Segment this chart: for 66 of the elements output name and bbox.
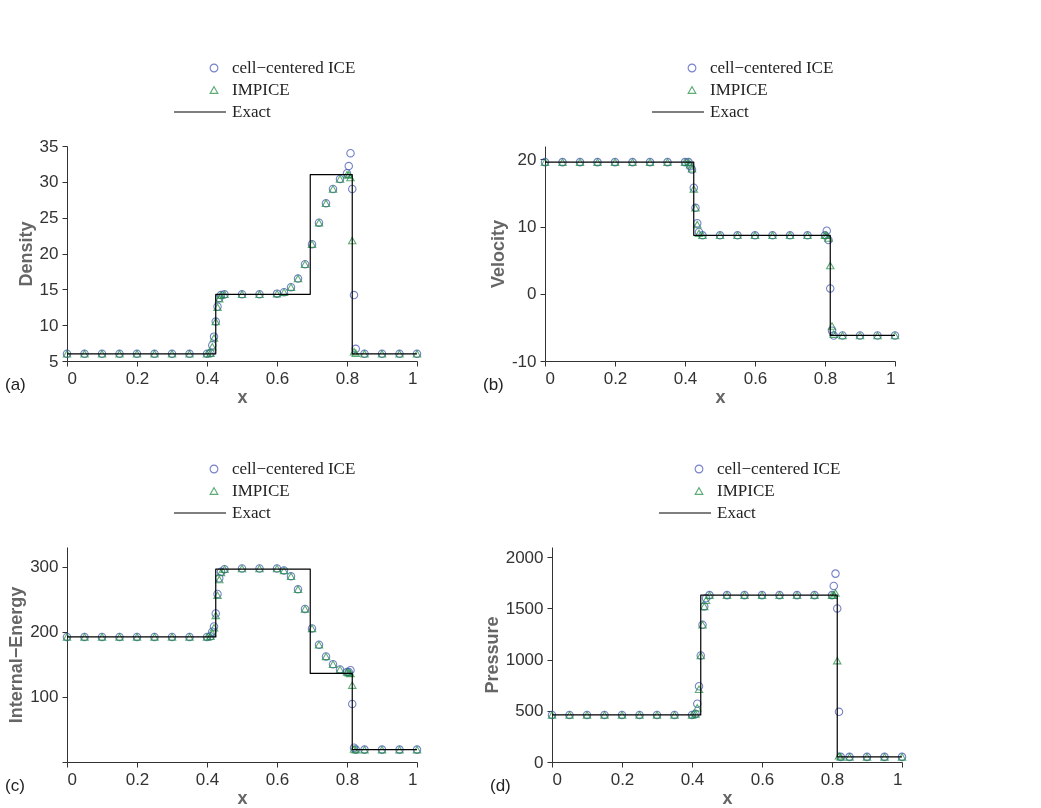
x-tick-label: 0 — [552, 769, 562, 789]
legend-label: cell−centered ICE — [232, 459, 356, 478]
legend-label: cell−centered ICE — [710, 58, 834, 77]
y-tick-label: 20 — [39, 244, 59, 263]
text: (c) — [5, 776, 25, 795]
y-tick-label: 0 — [534, 752, 544, 772]
x-tick-label: 0.8 — [820, 769, 845, 789]
x-tick-label: 0 — [67, 368, 77, 388]
y-axis-title: Internal−Energy — [6, 586, 27, 724]
legend-label: Exact — [717, 503, 756, 522]
x-tick-label: 1 — [886, 368, 896, 388]
y-tick-label: 5 — [49, 351, 59, 371]
y-tick-label: 30 — [39, 172, 59, 192]
x-tick-label: 0.6 — [743, 368, 768, 388]
x-tick-label: 0.8 — [335, 368, 360, 388]
y-axis-title: Density — [15, 221, 36, 287]
y-tick-label: 35 — [39, 136, 59, 156]
x-axis-title: x — [715, 386, 726, 407]
x-tick-label: 0.6 — [265, 769, 290, 789]
x-tick-label: 0.4 — [673, 368, 698, 388]
y-tick-label: 2000 — [505, 547, 544, 567]
text: (a) — [5, 375, 26, 394]
y-tick-label: 1500 — [505, 598, 544, 618]
y-tick-label: 200 — [30, 622, 59, 642]
y-tick-label: 100 — [30, 687, 59, 707]
y-tick-label: 20 — [517, 149, 537, 169]
x-tick-label: 0.2 — [603, 368, 628, 388]
x-tick-label: 1 — [893, 769, 903, 789]
x-tick-label: 0.2 — [610, 769, 635, 789]
legend-label: IMPICE — [232, 80, 290, 99]
x-axis-title: x — [722, 787, 733, 808]
y-tick-label: 1000 — [505, 650, 544, 670]
legend-label: cell−centered ICE — [232, 58, 356, 77]
legend-label: Exact — [232, 102, 271, 121]
y-tick-label: 10 — [517, 217, 537, 237]
legend-label: IMPICE — [710, 80, 768, 99]
x-axis-title: x — [237, 386, 248, 407]
y-axis-title: Pressure — [481, 616, 502, 694]
text: (b) — [483, 375, 504, 394]
x-tick-label: 0.8 — [335, 769, 360, 789]
y-tick-label: 15 — [39, 279, 59, 299]
text: (d) — [490, 776, 511, 795]
legend-label: cell−centered ICE — [717, 459, 841, 478]
x-tick-label: 0.2 — [125, 368, 150, 388]
x-tick-label: 0.6 — [750, 769, 775, 789]
x-tick-label: 0.4 — [680, 769, 705, 789]
y-tick-label: 25 — [39, 208, 59, 228]
y-tick-label: 500 — [515, 701, 544, 721]
y-tick-label: -10 — [511, 351, 537, 371]
x-tick-label: 0.8 — [813, 368, 838, 388]
legend-label: IMPICE — [232, 481, 290, 500]
y-tick-label: 0 — [527, 284, 537, 304]
y-tick-label: 10 — [39, 315, 59, 335]
x-tick-label: 0.4 — [195, 368, 220, 388]
y-tick-label: 300 — [30, 557, 59, 577]
legend-label: Exact — [710, 102, 749, 121]
x-tick-label: 0.6 — [265, 368, 290, 388]
x-tick-label: 0.2 — [125, 769, 150, 789]
legend-label: IMPICE — [717, 481, 775, 500]
y-axis-title: Velocity — [487, 219, 508, 289]
x-tick-label: 1 — [408, 368, 418, 388]
x-tick-label: 1 — [408, 769, 418, 789]
x-tick-label: 0 — [67, 769, 77, 789]
x-tick-label: 0.4 — [195, 769, 220, 789]
legend-label: Exact — [232, 503, 271, 522]
x-axis-title: x — [237, 787, 248, 808]
